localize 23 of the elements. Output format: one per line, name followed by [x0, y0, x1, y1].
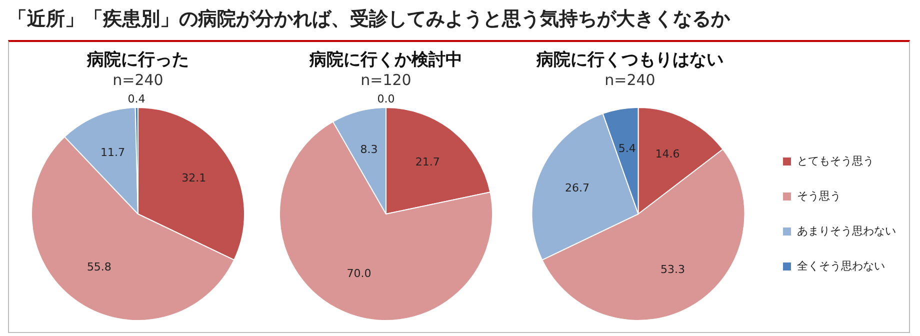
legend-label: あまりそう思わない — [797, 224, 896, 238]
data-label: 5.4 — [618, 142, 636, 155]
chart-subtitle: n=240 — [112, 71, 164, 89]
data-label: 32.1 — [182, 172, 206, 185]
legend-label: そう思う — [797, 189, 841, 202]
data-label: 70.0 — [346, 267, 372, 280]
data-label: 26.7 — [564, 182, 590, 195]
text: 「近所」「疾患別」の病院が分かれば、受診してみようと思う気持ちが大きくなるか — [8, 7, 730, 32]
data-label: 53.3 — [660, 263, 685, 276]
data-label: 55.8 — [86, 260, 112, 274]
chart-subtitle: n=120 — [360, 71, 412, 89]
data-label: 11.7 — [100, 146, 125, 159]
chart-subtitle: n=240 — [604, 71, 656, 89]
legend-label: とてもそう思う — [797, 154, 874, 168]
text: 0.0 — [377, 92, 395, 106]
data-label: 0.4 — [128, 92, 146, 106]
chart-title: 病院に行った — [86, 49, 190, 71]
chart-title: 病院に行くつもりはない — [535, 49, 724, 71]
data-label: 14.6 — [655, 148, 680, 161]
legend-label: 全くそう思わない — [797, 259, 885, 272]
data-label: 21.7 — [415, 156, 440, 169]
data-label: 8.3 — [360, 143, 378, 156]
chart-title: 病院に行くか検討中 — [308, 49, 464, 71]
